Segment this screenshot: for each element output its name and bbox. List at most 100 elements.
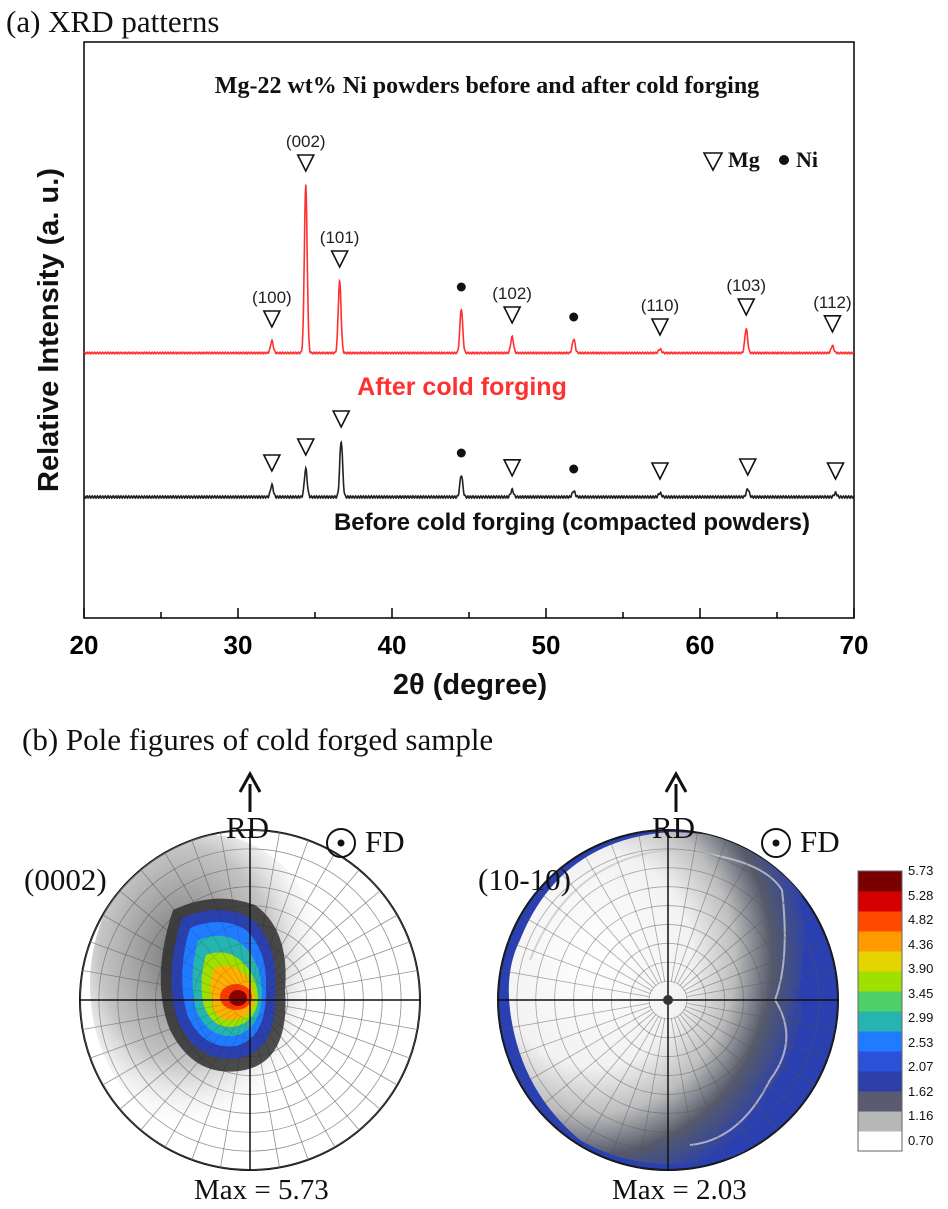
grid-spoke — [90, 941, 233, 994]
peak-label: (101) — [320, 228, 360, 247]
grid-ring — [610, 942, 726, 1058]
grid-spoke — [537, 1011, 654, 1110]
grid-ring — [230, 980, 270, 1020]
grid-spoke — [264, 890, 381, 989]
grid-spoke — [268, 1002, 418, 1030]
grid-spoke — [191, 1017, 244, 1160]
grid-spoke — [582, 1015, 659, 1148]
mg-marker — [262, 454, 282, 473]
ni-dot-icon — [779, 155, 789, 165]
colorbar-tick-label: 3.45 — [908, 985, 934, 1001]
peak-label: (002) — [286, 132, 326, 151]
grid-spoke — [265, 914, 398, 991]
grid-spoke — [268, 970, 418, 998]
grid-spoke — [685, 1006, 828, 1059]
grid-ring — [192, 942, 308, 1058]
grid-spoke — [677, 852, 754, 985]
mg-marker — [826, 462, 845, 481]
colorbar-swatch — [858, 1131, 902, 1152]
grid-spoke — [685, 941, 828, 994]
grid-spoke — [102, 1009, 235, 1086]
grid-spoke — [90, 941, 233, 994]
grid-spoke — [102, 914, 235, 991]
colorbar-swatch — [858, 1091, 902, 1112]
grid-spoke — [265, 1009, 398, 1086]
grid-ring — [98, 848, 402, 1152]
grid-ring — [573, 905, 763, 1095]
rd-arrow-left — [238, 770, 262, 812]
grid-spoke — [267, 1006, 410, 1059]
colorbar-tick-label: 5.73 — [908, 863, 934, 878]
grid-spoke — [191, 840, 244, 983]
fd-symbol-right — [761, 828, 791, 858]
panel-b-label: (b) Pole figures of cold forged sample — [22, 722, 494, 757]
mg-marker — [330, 250, 349, 269]
grid-ring — [136, 886, 364, 1114]
grid-ring — [629, 961, 707, 1039]
legend-mg: Mg — [728, 147, 760, 172]
pole-grid-left — [80, 830, 420, 1170]
peak-markers — [262, 154, 845, 481]
legend-ni: Ni — [796, 147, 818, 172]
colorbar-swatch — [858, 871, 902, 892]
grid-spoke — [256, 840, 309, 983]
colorbar-swatch — [858, 971, 902, 992]
grid-spoke — [520, 914, 653, 991]
grid-spoke — [164, 852, 241, 985]
rd-label-right: RD — [652, 810, 696, 845]
grid-spoke — [638, 1018, 666, 1168]
grid-spoke — [191, 840, 244, 983]
colorbar-swatch — [858, 951, 902, 972]
grid-spoke — [261, 869, 360, 986]
fd-label-left: FD — [365, 824, 405, 859]
colorbar-swatch — [858, 1111, 902, 1132]
plane-label-left: (0002) — [24, 862, 107, 897]
contour-level-6 — [210, 965, 255, 1020]
peak-label: (103) — [726, 276, 766, 295]
grid-spoke — [268, 970, 418, 998]
colorbar-swatch — [858, 911, 902, 932]
mg-marker — [262, 310, 282, 329]
grid-spoke — [558, 869, 657, 986]
ni-marker — [456, 282, 466, 292]
series-line-0 — [83, 184, 855, 355]
mg-marker — [736, 298, 756, 317]
grid-spoke — [582, 852, 659, 985]
grid-spoke — [508, 941, 651, 994]
grid-ring — [592, 924, 744, 1076]
grid-spoke — [82, 1002, 232, 1030]
series-label-after: After cold forging — [357, 373, 567, 401]
grid-spoke — [164, 1015, 241, 1148]
grid-spoke — [670, 1018, 698, 1168]
rd-arrow-right — [664, 770, 688, 812]
colorbar-swatch — [858, 891, 902, 912]
grid-spoke — [682, 890, 799, 989]
grid-ring — [648, 980, 688, 1020]
grid-ring — [230, 980, 270, 1020]
mg-marker — [823, 315, 842, 334]
grid-spoke — [256, 1017, 309, 1160]
grid-spoke — [268, 1002, 418, 1030]
grid-spoke — [264, 1011, 381, 1110]
panel-a-label: (a) XRD patterns — [6, 4, 220, 39]
pole-grid-left-overlay — [80, 830, 420, 1170]
grid-spoke — [686, 1002, 836, 1030]
peak-label: (102) — [492, 284, 532, 303]
grid-spoke — [119, 890, 236, 989]
grid-spoke — [265, 914, 398, 991]
x-axis-ticks: 20 30 40 50 60 70 — [70, 608, 868, 660]
contour-level-4 — [192, 935, 262, 1037]
mg-marker — [331, 410, 351, 429]
x-tick-label: 60 — [686, 630, 715, 660]
grid-spoke — [164, 852, 241, 985]
max-label-right: Max = 2.03 — [612, 1174, 747, 1206]
x-axis-label: 2θ (degree) — [393, 669, 547, 701]
grid-ring — [117, 867, 383, 1133]
colorbar-swatch — [858, 1031, 902, 1052]
grid-spoke — [119, 1011, 236, 1110]
grid-spoke — [259, 852, 336, 985]
grid-spoke — [558, 1014, 657, 1131]
grid-spoke — [638, 832, 666, 982]
xrd-traces — [83, 184, 855, 500]
grid-ring — [117, 867, 383, 1133]
